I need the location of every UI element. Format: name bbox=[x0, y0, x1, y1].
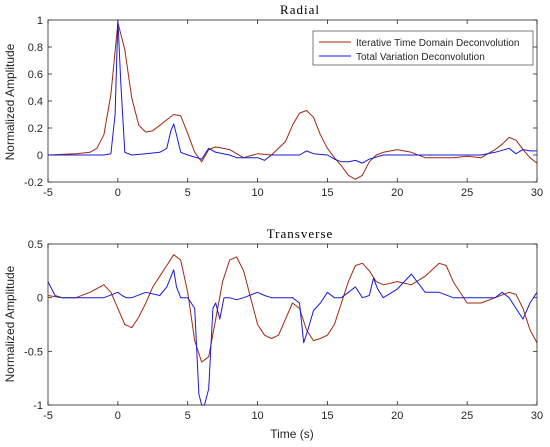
transverse-y-tick-label: -1 bbox=[33, 400, 43, 412]
radial-y-tick-label: 0.4 bbox=[28, 96, 43, 108]
legend: Iterative Time Domain Deconvolution Tota… bbox=[312, 30, 534, 66]
transverse-y-tick-label: 0 bbox=[37, 293, 43, 305]
transverse-y-tick-label: 0.5 bbox=[28, 239, 43, 251]
radial-ylabel: Normalized Amplitude bbox=[3, 43, 17, 160]
transverse-x-tick-labels: -5 0 5 10 15 20 25 30 bbox=[43, 410, 543, 422]
radial-x-tick-label: 15 bbox=[321, 187, 333, 199]
transverse-x-tick-label: -5 bbox=[43, 410, 53, 422]
transverse-y-tick-labels: -1 -0.5 0 0.5 bbox=[24, 239, 43, 412]
transverse-axes-frame bbox=[47, 243, 538, 406]
transverse-series bbox=[47, 254, 538, 406]
transverse-ticks bbox=[47, 243, 538, 406]
legend-label-itd: Iterative Time Domain Deconvolution bbox=[356, 38, 519, 49]
radial-x-tick-label: -5 bbox=[43, 187, 53, 199]
transverse-series-tvd bbox=[47, 269, 538, 406]
transverse-x-tick-label: 20 bbox=[391, 410, 403, 422]
radial-y-tick-label: 0.8 bbox=[28, 42, 43, 54]
transverse-title: Transverse bbox=[267, 226, 334, 241]
radial-y-tick-label: 1 bbox=[37, 15, 43, 27]
radial-y-tick-label: 0.2 bbox=[28, 123, 43, 135]
radial-x-tick-label: 10 bbox=[251, 187, 263, 199]
radial-series-itd bbox=[47, 22, 538, 180]
radial-y-tick-label: -0.2 bbox=[24, 177, 43, 189]
transverse-xlabel: Time (s) bbox=[270, 427, 314, 441]
legend-label-tvd: Total Variation Deconvolution bbox=[356, 52, 485, 63]
transverse-x-tick-label: 10 bbox=[251, 410, 263, 422]
radial-panel: Radial Normalized Amplitude -5 0 5 10 15 20 25… bbox=[3, 2, 543, 199]
transverse-ylabel: Normalized Amplitude bbox=[3, 265, 17, 382]
radial-series-tvd bbox=[48, 19, 537, 164]
radial-y-tick-label: 0 bbox=[37, 150, 43, 162]
transverse-x-tick-label: 15 bbox=[321, 410, 333, 422]
radial-x-tick-labels: -5 0 5 10 15 20 25 30 bbox=[43, 187, 543, 199]
radial-x-tick-label: 0 bbox=[115, 187, 121, 199]
legend-box bbox=[312, 30, 534, 66]
radial-x-tick-label: 20 bbox=[391, 187, 403, 199]
transverse-panel: Transverse Normalized Amplitude -5 0 5 10 15… bbox=[3, 226, 543, 441]
transverse-y-tick-label: -0.5 bbox=[24, 346, 43, 358]
radial-axes-frame bbox=[47, 19, 538, 183]
radial-x-tick-label: 5 bbox=[185, 187, 191, 199]
radial-y-tick-labels: -0.2 0 0.2 0.4 0.6 0.8 1 bbox=[24, 15, 43, 189]
transverse-x-tick-label: 5 bbox=[185, 410, 191, 422]
radial-series bbox=[47, 19, 538, 180]
radial-title: Radial bbox=[280, 2, 320, 17]
radial-x-tick-label: 25 bbox=[461, 187, 473, 199]
radial-x-tick-label: 30 bbox=[531, 187, 543, 199]
radial-y-tick-label: 0.6 bbox=[28, 69, 43, 81]
transverse-series-itd bbox=[47, 254, 538, 363]
transverse-x-tick-label: 0 bbox=[115, 410, 121, 422]
transverse-x-tick-label: 25 bbox=[461, 410, 473, 422]
transverse-x-tick-label: 30 bbox=[531, 410, 543, 422]
